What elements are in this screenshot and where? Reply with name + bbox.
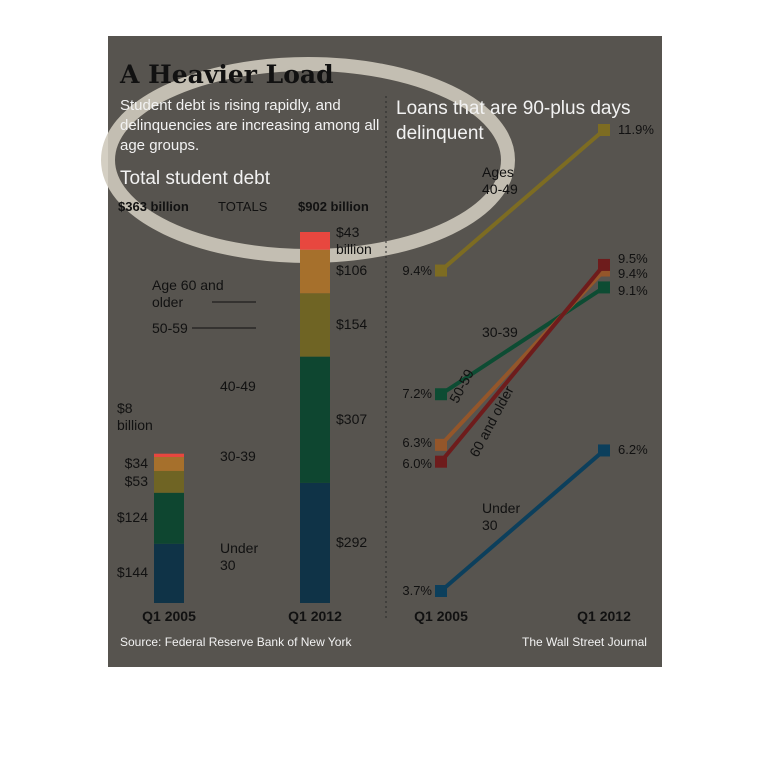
point-marker	[598, 444, 610, 457]
total-label: $363 billion	[118, 199, 189, 214]
bar-segment	[154, 492, 184, 544]
series-label: Under 30	[482, 500, 521, 533]
slope-line	[439, 448, 606, 593]
point-marker	[435, 585, 447, 597]
point-marker	[598, 281, 610, 294]
x-tick-label: Q1 2012	[288, 608, 342, 624]
series-label: 40-49	[220, 378, 256, 394]
slope-line	[439, 128, 606, 273]
source: Source: Federal Reserve Bank of New York	[120, 635, 352, 649]
series-label: 30-39	[482, 324, 518, 340]
bar-segment	[154, 456, 184, 471]
bar-segment	[154, 543, 184, 603]
bar-segment	[154, 453, 184, 457]
value-label: $154	[336, 315, 368, 332]
value-label: $34	[124, 454, 148, 471]
value-label: $307	[336, 410, 368, 427]
bar-segment	[300, 249, 330, 294]
series-label: Under 30	[220, 540, 259, 573]
series-label: 30-39	[220, 448, 256, 464]
x-tick-label: Q1 2005	[142, 608, 196, 624]
value-label: 6.3%	[402, 434, 432, 450]
point-marker	[435, 455, 447, 468]
bar-segment	[300, 293, 330, 357]
point-marker	[435, 388, 447, 401]
value-label: 3.7%	[402, 583, 432, 598]
credit: The Wall Street Journal	[522, 635, 647, 649]
point-marker	[435, 264, 447, 277]
total-label: $902 billion	[298, 199, 369, 214]
bar-segment	[300, 356, 330, 483]
value-label: $124	[116, 509, 148, 526]
value-label: 11.9%	[618, 122, 654, 137]
left-chart-title: Total student debt	[120, 168, 270, 189]
series-label: Age 60 and older	[152, 277, 224, 310]
bar-segment	[300, 232, 330, 250]
point-marker	[598, 258, 610, 271]
value-label: $144	[116, 564, 148, 581]
title: A Heavier Load	[120, 60, 334, 89]
value-label: 7.2%	[402, 386, 432, 402]
series-label: 50-59	[152, 320, 188, 336]
value-label: 6.2%	[618, 442, 648, 458]
value-label: 6.0%	[402, 455, 432, 471]
bar-segment	[300, 482, 330, 603]
value-label: $292	[336, 533, 368, 550]
point-marker	[598, 124, 610, 136]
series-label: Ages 40-49	[482, 164, 518, 197]
value-label: 9.1%	[618, 283, 648, 299]
slope-line	[439, 263, 606, 463]
subtitle: Student debt is rising rapidly, and deli…	[120, 97, 380, 154]
value-label: $8 billion	[117, 399, 153, 433]
panel	[108, 36, 662, 667]
value-label: 9.4%	[402, 262, 432, 278]
value-label: $53	[124, 472, 148, 489]
right-chart-title: Loans that are 90-plus days delinquent	[396, 98, 631, 144]
x-tick-label: Q1 2005	[414, 608, 468, 624]
value-label: 9.4%	[618, 265, 648, 281]
bar-segment	[154, 470, 184, 493]
point-marker	[435, 438, 447, 451]
slope-line	[439, 285, 606, 396]
value-label: $106	[336, 262, 368, 279]
value-label: 9.5%	[618, 250, 648, 266]
x-tick-label: Q1 2012	[577, 608, 631, 624]
totals-title: TOTALS	[218, 199, 268, 214]
value-label: $43 billion	[336, 223, 372, 257]
